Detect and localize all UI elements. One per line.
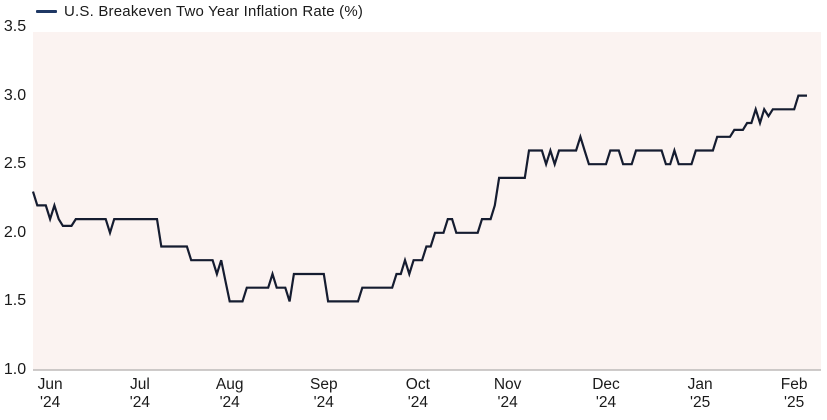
x-tick-month: Dec <box>592 376 620 393</box>
x-tick-month: Jun <box>37 376 63 393</box>
x-tick-year: '25 <box>689 394 711 411</box>
x-axis-tick-label: Jun '24 <box>20 376 80 412</box>
x-axis-tick-label: Nov '24 <box>478 376 538 412</box>
x-tick-month: Nov <box>493 376 522 393</box>
x-tick-year: '24 <box>313 394 334 411</box>
chart-line <box>31 94 807 303</box>
y-axis-tick-label: 2.0 <box>3 223 27 241</box>
x-tick-month: Jan <box>687 376 713 393</box>
x-tick-month: Aug <box>215 376 244 393</box>
plot-area <box>33 32 821 370</box>
y-axis-tick-label: 3.0 <box>3 86 27 104</box>
x-axis-tick-label: Feb '25 <box>764 376 824 412</box>
x-tick-year: '24 <box>497 394 518 411</box>
x-tick-year: '25 <box>784 394 805 411</box>
y-axis-tick-label: 1.5 <box>3 292 27 310</box>
y-axis-tick-label: 3.5 <box>3 18 27 35</box>
x-tick-year: '24 <box>407 394 428 411</box>
x-tick-year: '24 <box>129 394 150 411</box>
x-axis-tick-label: Dec '24 <box>576 376 636 412</box>
x-tick-month: Oct <box>405 376 430 393</box>
x-axis-tick-label: Sep '24 <box>294 376 354 412</box>
x-tick-month: Sep <box>309 376 338 393</box>
legend: U.S. Breakeven Two Year Inflation Rate (… <box>36 3 363 20</box>
y-axis-tick-label: 2.5 <box>3 155 27 173</box>
x-tick-month: Jul <box>129 376 150 393</box>
y-axis-tick-label: 1.0 <box>3 361 27 378</box>
x-tick-year: '24 <box>595 394 617 411</box>
x-axis-tick-label: Jul '24 <box>110 376 170 412</box>
chart-title: U.S. Breakeven Two Year Inflation Rate (… <box>64 3 364 20</box>
x-tick-month: Feb <box>780 376 808 393</box>
x-tick-year: '24 <box>39 394 61 411</box>
x-axis-tick-label: Jan '25 <box>670 376 730 412</box>
x-axis-tick-label: Aug '24 <box>200 376 260 412</box>
x-axis-tick-label: Oct '24 <box>388 376 448 412</box>
legend-line-icon <box>36 10 57 13</box>
x-tick-year: '24 <box>219 394 240 411</box>
